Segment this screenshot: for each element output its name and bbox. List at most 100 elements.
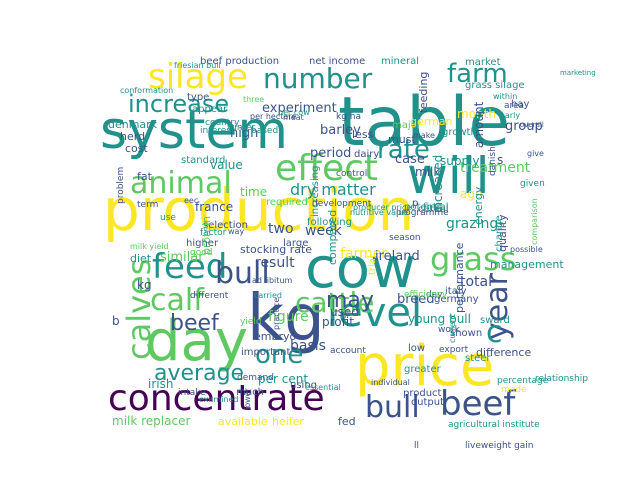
word-milk-yield: milk yield [130, 242, 169, 251]
word-denmark: denmark [108, 118, 158, 131]
word-will: will [407, 147, 490, 205]
word-day: day [426, 290, 443, 300]
word-marketing: marketing [560, 69, 596, 77]
word-rate: rate [377, 135, 430, 165]
word-practice: practice [272, 298, 281, 330]
word-diet: diet [130, 252, 152, 265]
word-feeding: feeding [417, 72, 430, 113]
word-system: system [100, 101, 288, 161]
word-day: day [145, 309, 248, 374]
word-eec: eec [184, 196, 198, 205]
word-ll: ll [414, 441, 419, 451]
word-major: major [392, 120, 422, 131]
word-grass-silage: grass silage [465, 80, 525, 91]
word-beef: beef [170, 311, 220, 336]
word-control: control [336, 169, 367, 179]
word-amount: amount [472, 101, 486, 148]
word-less: less [352, 128, 374, 141]
word-farm: farm [447, 59, 508, 89]
word-individual: individual [371, 378, 410, 387]
word-using: using [290, 380, 317, 391]
word-increase: increase [128, 90, 229, 118]
word-per-hectare: per hectare [250, 112, 296, 121]
word-large: large [283, 238, 308, 249]
word-beef: beef [440, 384, 516, 424]
word-different: different [190, 291, 229, 301]
word-bull: bull [365, 390, 420, 425]
word-cereal: cereal [418, 204, 449, 215]
word-kg: kg [247, 282, 325, 356]
word-price: price [355, 334, 494, 399]
word-figure: figure [268, 309, 309, 325]
word-table: table [338, 83, 510, 162]
word-problem: problem [116, 167, 126, 204]
word-relationship: relationship [535, 374, 588, 384]
word-period: period [310, 146, 351, 161]
word-heifer: heifer [272, 415, 304, 428]
word-concentrate: concentrate [108, 378, 325, 419]
word-potential: potential [404, 202, 448, 213]
word-kg: kg [137, 278, 152, 292]
word-required: required [266, 197, 308, 208]
word-barley: barley [320, 123, 361, 138]
word-supply: supply [440, 154, 480, 168]
word-examined: examined [199, 395, 239, 404]
word-month: month [457, 107, 496, 121]
word-essential: essential [305, 383, 341, 392]
word-fed: fed [338, 415, 356, 428]
word-factor: factor [200, 228, 227, 238]
word-lower: lower [243, 387, 252, 410]
word-increased: increased [431, 155, 445, 213]
word-within: within [493, 92, 517, 101]
word-p: p [412, 198, 418, 209]
word-management: management [490, 258, 564, 271]
word-yield: yield [240, 317, 262, 327]
word-overall: overall [520, 121, 544, 129]
word-basis: basis [290, 338, 326, 354]
word-calf: calf [150, 283, 205, 318]
word-similar: similar [160, 250, 204, 265]
word-treatment: treatment [460, 160, 531, 176]
word-ad-libitum: ad libitum [252, 276, 292, 285]
word-two: two [268, 221, 294, 237]
word-young-bull: young bull [408, 312, 471, 326]
word-group: group [505, 119, 543, 134]
word-use: use [160, 213, 176, 223]
word-friesian-bull: friesian bull [174, 61, 221, 70]
word-grass: grass [430, 240, 516, 278]
word-comparison: comparison [530, 198, 539, 245]
word-year: year [480, 272, 515, 340]
word-current: current [448, 314, 457, 343]
word-change: change [494, 215, 505, 252]
word-given: given [520, 179, 545, 189]
word-c: c [486, 315, 503, 350]
word-increasing: increasing [310, 166, 321, 217]
word-much: much [236, 387, 264, 398]
word-week: week [305, 223, 343, 239]
word-protein: protein [200, 216, 213, 255]
word-carried: carried [254, 291, 282, 300]
word-total: total [460, 274, 492, 290]
word-animal: animal [130, 166, 232, 201]
word-efficiency: efficiency [404, 290, 448, 300]
word-feed: feed [152, 247, 227, 287]
word-grazing: grazing [446, 216, 498, 232]
word-liveweight-gain: liveweight gain [465, 441, 534, 451]
word-net-income: net income [309, 56, 365, 67]
word-type: type [187, 92, 209, 103]
word-make: make [413, 131, 435, 140]
word-fat: fat [137, 170, 153, 183]
word-profit: profit [322, 315, 354, 329]
word-product: product [403, 388, 442, 399]
word-made: made [501, 385, 527, 395]
word-area: area [504, 101, 524, 111]
word-case: case [395, 152, 425, 167]
word-winter: winter [227, 123, 256, 133]
word-first: first [423, 202, 443, 213]
word-demand: demand [237, 373, 274, 383]
word-used: used [330, 305, 359, 319]
word-following: following [307, 217, 352, 228]
word-number: number [263, 62, 373, 95]
word-producer-price: producer price [353, 203, 411, 212]
